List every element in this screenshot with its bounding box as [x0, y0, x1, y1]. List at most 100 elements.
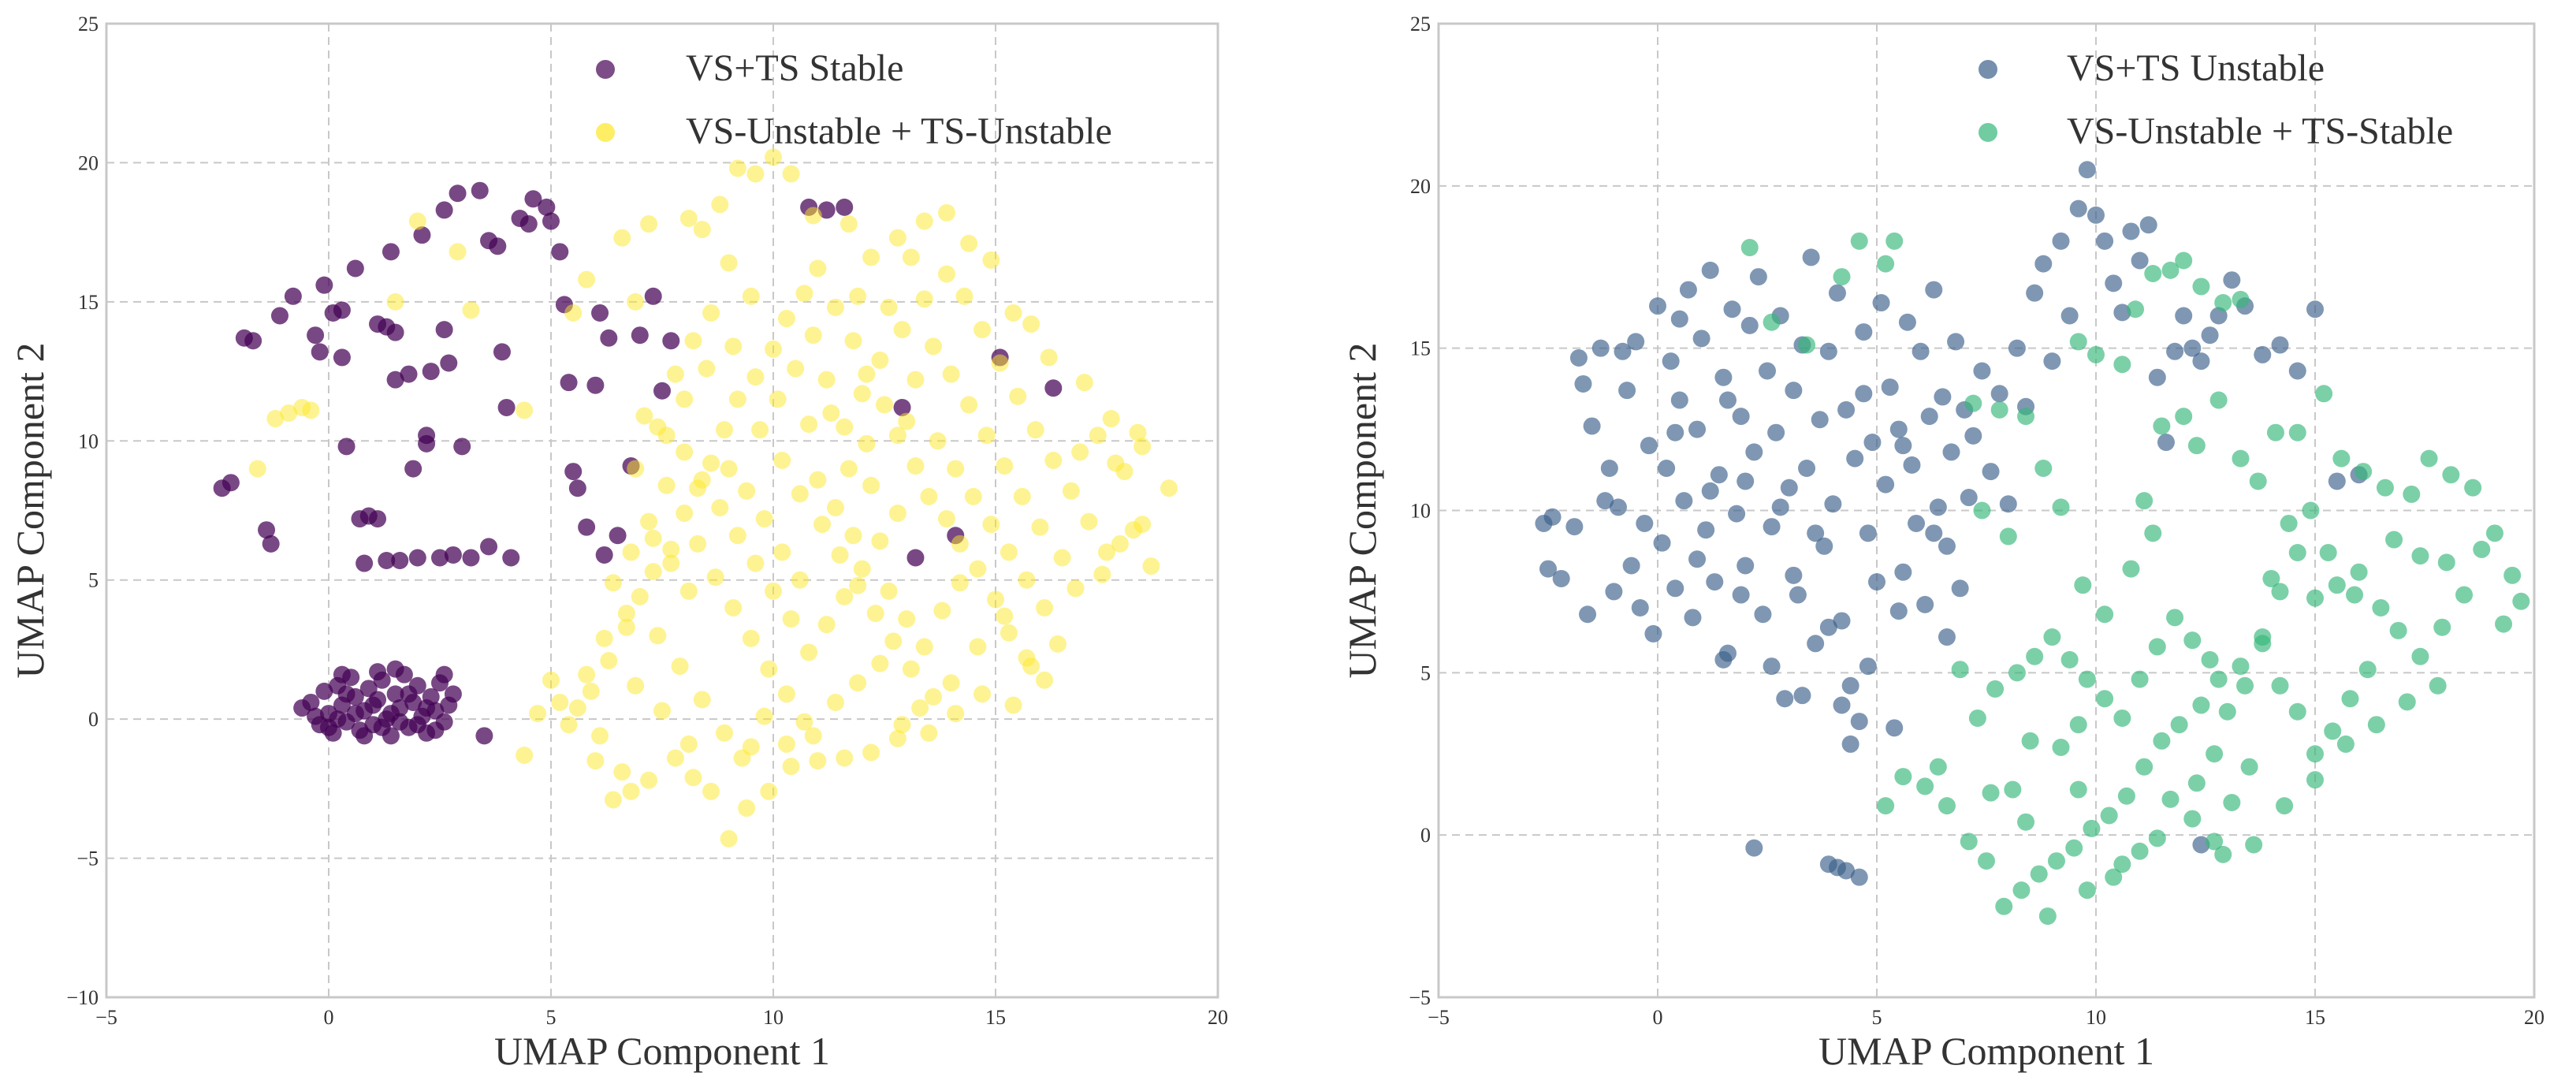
data-point	[1785, 382, 1803, 400]
data-point	[311, 343, 329, 361]
data-point	[1093, 565, 1111, 583]
data-point	[2232, 449, 2250, 467]
data-point	[1718, 391, 1737, 409]
data-point	[1740, 239, 1759, 257]
data-point	[1780, 479, 1798, 497]
data-point	[640, 512, 658, 531]
data-point	[542, 212, 560, 230]
data-point	[418, 434, 436, 453]
data-point	[1938, 797, 1956, 815]
data-point	[1670, 391, 1688, 409]
data-point	[1999, 527, 2017, 546]
data-point	[1824, 495, 1842, 513]
data-point	[2069, 199, 2087, 218]
data-point	[1872, 294, 1890, 312]
data-point	[1894, 437, 1912, 455]
data-point	[853, 385, 871, 403]
data-point	[888, 427, 906, 445]
data-point	[2201, 650, 2219, 669]
data-point	[982, 516, 1000, 534]
data-point	[1877, 797, 1895, 815]
plot-frame	[105, 22, 1219, 999]
data-point	[244, 332, 262, 350]
data-point	[1789, 586, 1807, 604]
data-point	[337, 438, 356, 456]
data-point	[2065, 839, 2083, 857]
data-point	[400, 685, 418, 703]
data-point	[915, 212, 933, 230]
data-point	[1044, 379, 1063, 397]
data-point	[1675, 492, 1693, 510]
data-point	[826, 498, 844, 516]
data-point	[404, 460, 423, 478]
data-point	[644, 529, 662, 547]
data-point	[1841, 735, 1859, 753]
data-point	[711, 498, 729, 516]
data-point	[346, 259, 364, 278]
data-point	[720, 254, 738, 272]
data-point	[1916, 595, 1934, 613]
data-point	[679, 210, 698, 227]
x-tick-label: 20	[2524, 1006, 2544, 1029]
y-tick-label: 15	[1410, 337, 1431, 360]
data-point	[800, 415, 818, 434]
data-point	[2069, 333, 2087, 351]
data-point	[2214, 845, 2232, 863]
data-point	[2223, 794, 2241, 811]
data-point	[435, 201, 453, 219]
data-point	[2232, 290, 2250, 308]
data-point	[2302, 501, 2320, 520]
data-point	[2411, 647, 2429, 665]
data-point	[1807, 635, 1825, 653]
data-point	[1627, 333, 1645, 351]
x-tick-label: 0	[324, 1006, 334, 1029]
data-point	[2087, 206, 2105, 224]
data-point	[1098, 543, 1115, 561]
data-point	[2223, 271, 2241, 289]
data-point	[221, 474, 240, 492]
data-point	[502, 549, 520, 567]
y-tick-label: 10	[78, 430, 99, 453]
data-point	[1062, 482, 1080, 500]
data-point	[1859, 524, 1877, 542]
data-point	[2017, 813, 2035, 831]
data-point	[1951, 579, 1969, 598]
data-point	[382, 243, 400, 261]
data-point	[1982, 463, 2000, 481]
data-point	[346, 705, 364, 723]
data-point	[426, 721, 445, 739]
data-point	[524, 190, 542, 208]
data-point	[1111, 535, 1129, 553]
data-point	[1636, 514, 1654, 532]
data-point	[1102, 410, 1120, 428]
data-point	[1908, 514, 1926, 532]
data-point	[1841, 676, 1859, 695]
data-point	[1609, 498, 1627, 516]
data-point	[888, 505, 906, 523]
data-point	[666, 749, 684, 767]
data-point	[2473, 540, 2491, 558]
data-point	[662, 332, 680, 350]
data-point	[2012, 881, 2031, 900]
data-point	[836, 198, 854, 216]
y-tick-label: 25	[78, 13, 99, 35]
data-point	[640, 771, 658, 789]
data-point	[2026, 647, 2044, 665]
legend-label: VS-Unstable + TS-Unstable	[686, 110, 1112, 152]
data-point	[408, 716, 426, 734]
data-point	[284, 287, 302, 305]
data-point	[2113, 356, 2131, 374]
data-point	[893, 398, 911, 416]
data-point	[1622, 557, 1640, 575]
data-point	[671, 657, 689, 676]
data-point	[1776, 690, 1794, 708]
data-point	[969, 560, 987, 578]
grid	[106, 23, 1219, 998]
data-point	[1798, 336, 1816, 354]
data-point	[266, 410, 285, 428]
data-point	[1855, 323, 1873, 341]
data-point	[1986, 680, 2005, 698]
data-point	[258, 521, 276, 539]
data-point	[822, 404, 840, 422]
y-axis-title: UMAP Component 2	[8, 343, 52, 679]
